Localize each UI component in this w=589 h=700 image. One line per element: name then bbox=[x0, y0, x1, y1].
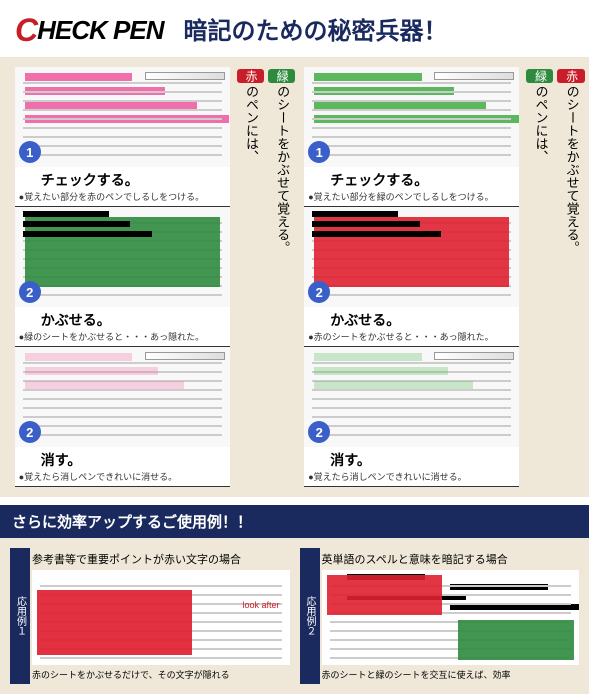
logo: CHECK PEN bbox=[15, 10, 163, 47]
step-number: 2 bbox=[19, 281, 41, 303]
side-label-col: 緑のペンには、 bbox=[524, 67, 555, 487]
step-image: 1 bbox=[304, 67, 519, 167]
bottom-panels: 応用例１ 参考書等で重要ポイントが赤い文字の場合 look after 赤のシー… bbox=[0, 538, 589, 694]
color-pill: 赤 bbox=[237, 69, 264, 83]
logo-c: C bbox=[15, 12, 37, 49]
step-desc: ●覚えたい部分を緑のペンでしるしをつける。 bbox=[308, 190, 519, 203]
step-number: 1 bbox=[308, 141, 330, 163]
side-label-col: 赤のペンには、 bbox=[235, 67, 266, 487]
tagline: 暗記のための秘密兵器！ bbox=[183, 11, 447, 46]
logo-text: HECK PEN bbox=[37, 15, 163, 45]
step-row: チェックする。 ●覚えたい部分を緑のペンでしるしをつける。 bbox=[304, 167, 519, 207]
step-desc: ●緑のシートをかぶせると・・・あっ隠れた。 bbox=[19, 330, 230, 343]
usage-example: 応用例２ 英単語のスペルと意味を暗記する場合 赤のシートと緑のシートを交互に使え… bbox=[300, 548, 580, 684]
example-title: 参考書等で重要ポイントが赤い文字の場合 bbox=[32, 548, 290, 570]
instruction-panel: 1 チェックする。 ●覚えたい部分を緑のペンでしるしをつける。 2 かぶせる。 … bbox=[304, 67, 574, 487]
step-row: かぶせる。 ●赤のシートをかぶせると・・・あっ隠れた。 bbox=[304, 307, 519, 347]
example-caption: 赤のシートと緑のシートを交互に使えば、効率 bbox=[322, 665, 580, 684]
panel-images: 1 チェックする。 ●覚えたい部分を緑のペンでしるしをつける。 2 かぶせる。 … bbox=[304, 67, 519, 487]
side-label-text: のシートをかぶせて覚える。 bbox=[275, 85, 290, 254]
side-label-col: 赤のシートをかぶせて覚える。 bbox=[555, 67, 586, 487]
step-desc: ●赤のシートをかぶせると・・・あっ隠れた。 bbox=[308, 330, 519, 343]
step-row: 消す。 ●覚えたら消しペンできれいに消せる。 bbox=[15, 447, 230, 487]
side-label-text: のシートをかぶせて覚える。 bbox=[565, 85, 580, 254]
step-image: 2 bbox=[304, 207, 519, 307]
example-title: 英単語のスペルと意味を暗記する場合 bbox=[322, 548, 580, 570]
color-pill: 緑 bbox=[526, 69, 553, 83]
step-title: 消す。 bbox=[330, 452, 371, 468]
side-label-text: のペンには、 bbox=[244, 85, 259, 163]
step-desc: ●覚えたら消しペンできれいに消せる。 bbox=[19, 470, 230, 483]
step-image: 1 bbox=[15, 67, 230, 167]
step-image: 2 bbox=[15, 347, 230, 447]
step-number: 2 bbox=[19, 421, 41, 443]
example-tab: 応用例２ bbox=[300, 548, 320, 684]
example-image bbox=[322, 570, 580, 665]
example-content: 英単語のスペルと意味を暗記する場合 赤のシートと緑のシートを交互に使えば、効率 bbox=[322, 548, 580, 684]
step-title: かぶせる。 bbox=[330, 312, 400, 328]
example-image: look after bbox=[32, 570, 290, 665]
main-panels: 1 チェックする。 ●覚えたい部分を赤のペンでしるしをつける。 2 かぶせる。 … bbox=[0, 57, 589, 497]
panel-side-text: 赤のシートをかぶせて覚える。 緑のペンには、 bbox=[524, 67, 574, 487]
step-title: かぶせる。 bbox=[41, 312, 111, 328]
color-pill: 緑 bbox=[268, 69, 295, 83]
panel-images: 1 チェックする。 ●覚えたい部分を赤のペンでしるしをつける。 2 かぶせる。 … bbox=[15, 67, 230, 487]
side-label-col: 緑のシートをかぶせて覚える。 bbox=[266, 67, 297, 487]
header: CHECK PEN 暗記のための秘密兵器！ bbox=[0, 0, 589, 57]
example-caption: 赤のシートをかぶせるだけで、その文字が隠れる bbox=[32, 665, 290, 684]
step-title: チェックする。 bbox=[41, 172, 139, 188]
panel-side-text: 緑のシートをかぶせて覚える。 赤のペンには、 bbox=[235, 67, 285, 487]
subheader: さらに効率アップするご使用例！！ bbox=[0, 505, 589, 538]
step-number: 1 bbox=[19, 141, 41, 163]
usage-example: 応用例１ 参考書等で重要ポイントが赤い文字の場合 look after 赤のシー… bbox=[10, 548, 290, 684]
step-title: チェックする。 bbox=[330, 172, 428, 188]
step-row: 消す。 ●覚えたら消しペンできれいに消せる。 bbox=[304, 447, 519, 487]
step-number: 2 bbox=[308, 421, 330, 443]
instruction-panel: 1 チェックする。 ●覚えたい部分を赤のペンでしるしをつける。 2 かぶせる。 … bbox=[15, 67, 285, 487]
example-tab: 応用例１ bbox=[10, 548, 30, 684]
step-desc: ●覚えたら消しペンできれいに消せる。 bbox=[308, 470, 519, 483]
step-desc: ●覚えたい部分を赤のペンでしるしをつける。 bbox=[19, 190, 230, 203]
step-number: 2 bbox=[308, 281, 330, 303]
side-label-text: のペンには、 bbox=[533, 85, 548, 163]
step-image: 2 bbox=[304, 347, 519, 447]
step-row: チェックする。 ●覚えたい部分を赤のペンでしるしをつける。 bbox=[15, 167, 230, 207]
color-pill: 赤 bbox=[557, 69, 584, 83]
step-title: 消す。 bbox=[41, 452, 82, 468]
step-image: 2 bbox=[15, 207, 230, 307]
step-row: かぶせる。 ●緑のシートをかぶせると・・・あっ隠れた。 bbox=[15, 307, 230, 347]
example-content: 参考書等で重要ポイントが赤い文字の場合 look after 赤のシートをかぶせ… bbox=[32, 548, 290, 684]
